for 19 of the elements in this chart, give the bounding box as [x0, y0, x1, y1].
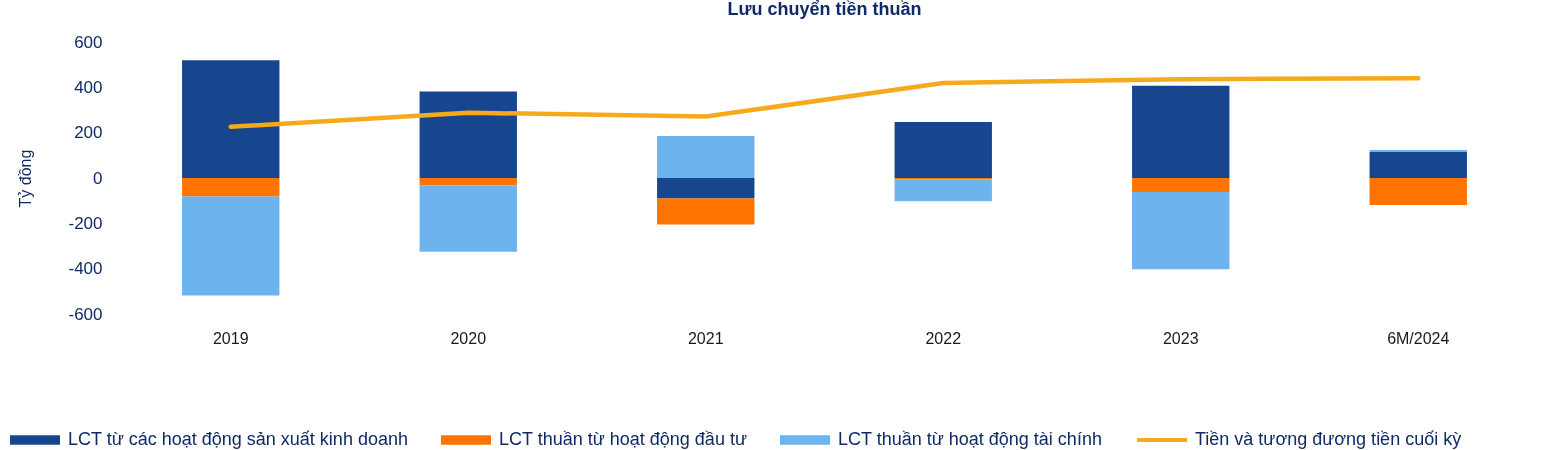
x-tick-label: 2023	[1162, 329, 1199, 347]
y-tick-label: -200	[68, 213, 103, 233]
x-tick-label: 2020	[450, 329, 487, 347]
x-tick-label: 2022	[925, 329, 962, 347]
x-tick-label: 6M/2024	[1387, 329, 1450, 347]
y-tick-label: -400	[68, 259, 103, 279]
y-tick-label: 400	[74, 77, 103, 97]
y-tick-label: 0	[93, 168, 103, 188]
legend-label: LCT thuần từ hoạt động tài chính	[838, 429, 1102, 449]
y-axis-title: Tỷ đồng	[17, 149, 35, 208]
x-tick-label: 2019	[212, 329, 249, 347]
y-tick-label: 200	[74, 123, 103, 143]
x-tick-label: 2021	[687, 329, 724, 347]
legend-label: Tiền và tương đương tiền cuối kỳ	[1195, 429, 1462, 449]
y-tick-label: -600	[68, 304, 103, 324]
y-tick-label: 600	[74, 32, 103, 52]
chart-title: Lưu chuyển tiền thuần	[727, 0, 922, 19]
legend-label: LCT từ các hoạt động sản xuất kinh doanh	[68, 429, 408, 449]
legend-label: LCT thuần từ hoạt động đầu tư	[499, 429, 747, 449]
